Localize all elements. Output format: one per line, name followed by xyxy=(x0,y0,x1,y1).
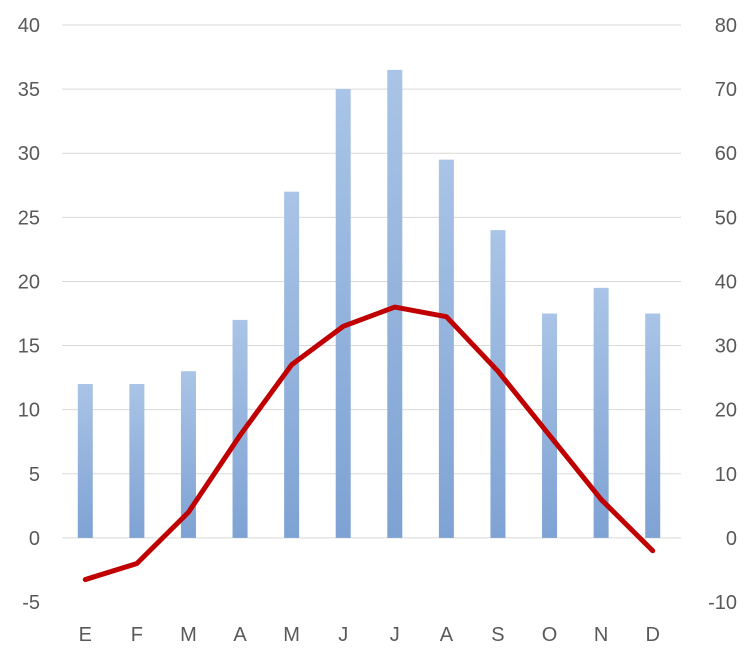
right-tick-label: 60 xyxy=(715,143,737,165)
left-tick-label: 40 xyxy=(18,15,40,37)
right-y-axis: -10 0 10 20 30 40 50 60 70 80 xyxy=(708,15,737,614)
line-series xyxy=(82,304,656,583)
left-tick-label: 5 xyxy=(29,464,40,486)
right-tick-label: 20 xyxy=(715,400,737,422)
x-tick-label: J xyxy=(338,624,348,646)
left-tick-label: 25 xyxy=(18,207,40,229)
right-tick-label: 80 xyxy=(715,15,737,37)
left-tick-label: -5 xyxy=(22,592,40,614)
right-tick-label: -10 xyxy=(708,592,737,614)
precipitation-bar xyxy=(232,319,248,538)
precipitation-bar xyxy=(335,89,351,538)
left-tick-label: 10 xyxy=(18,400,40,422)
precipitation-bar xyxy=(129,384,145,538)
x-tick-label: D xyxy=(645,624,659,646)
right-tick-label: 10 xyxy=(715,464,737,486)
right-tick-label: 40 xyxy=(715,271,737,293)
right-tick-label: 30 xyxy=(715,336,737,358)
precipitation-bar xyxy=(77,384,93,538)
precipitation-bar xyxy=(490,230,506,538)
x-tick-label: S xyxy=(491,624,504,646)
left-y-axis: -5 0 5 10 15 20 25 30 35 40 xyxy=(18,15,40,614)
left-tick-label: 15 xyxy=(18,336,40,358)
left-tick-label: 20 xyxy=(18,271,40,293)
right-tick-label: 70 xyxy=(715,79,737,101)
left-tick-label: 0 xyxy=(29,528,40,550)
precipitation-bar xyxy=(593,287,609,538)
x-tick-label: A xyxy=(233,624,247,646)
temperature-line xyxy=(82,304,656,583)
precipitation-bar xyxy=(180,371,196,538)
x-tick-label: J xyxy=(390,624,400,646)
x-tick-label: M xyxy=(283,624,300,646)
left-tick-label: 30 xyxy=(18,143,40,165)
x-tick-label: O xyxy=(542,624,558,646)
precipitation-bar xyxy=(438,159,454,538)
precipitation-bar xyxy=(645,313,661,538)
bar-series xyxy=(77,69,661,538)
precipitation-bar xyxy=(542,313,558,538)
x-tick-label: F xyxy=(131,624,143,646)
x-tick-label: M xyxy=(180,624,197,646)
left-tick-label: 35 xyxy=(18,79,40,101)
precipitation-bar xyxy=(387,69,403,538)
right-tick-label: 50 xyxy=(715,207,737,229)
x-tick-label: E xyxy=(79,624,92,646)
gridlines xyxy=(62,24,681,539)
x-tick-label: N xyxy=(594,624,608,646)
right-tick-label: 0 xyxy=(726,528,737,550)
x-tick-label: A xyxy=(440,624,454,646)
